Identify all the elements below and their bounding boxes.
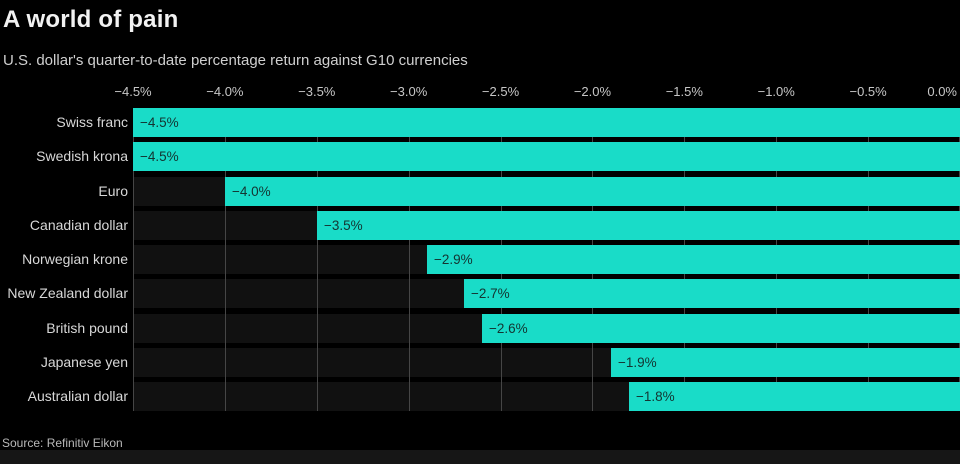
x-tick-label: −0.5%: [849, 84, 887, 99]
gridline: [317, 108, 318, 411]
bar-british-pound: −2.6%: [482, 314, 960, 343]
bar-value-label: −4.5%: [140, 115, 179, 130]
plot-area: −4.5% −4.5% −4.0% −3.5% −2.9% −2.7% −2.6% −1.9%…: [133, 108, 960, 411]
x-tick-label: −3.5%: [298, 84, 336, 99]
bar-australian-dollar: −1.8%: [629, 382, 960, 411]
bar-value-label: −1.8%: [636, 389, 675, 404]
bar-euro: −4.0%: [225, 177, 960, 206]
category-label: Swiss franc: [56, 114, 128, 130]
bar-new-zealand-dollar: −2.7%: [464, 279, 960, 308]
category-label: Swedish krona: [36, 148, 128, 164]
chart-subtitle: U.S. dollar's quarter-to-date percentage…: [3, 52, 468, 69]
bar-japanese-yen: −1.9%: [611, 348, 960, 377]
gridline: [133, 108, 134, 411]
bar-value-label: −1.9%: [618, 355, 657, 370]
bottom-strip: [0, 450, 960, 464]
gridline: [225, 108, 226, 411]
bar-swedish-krona: −4.5%: [133, 142, 960, 171]
x-axis: −4.5% −4.0% −3.5% −3.0% −2.5% −2.0% −1.5% −1.0%…: [0, 84, 960, 102]
bar-canadian-dollar: −3.5%: [317, 211, 960, 240]
x-tick-label: −2.5%: [481, 84, 520, 99]
bar-value-label: −4.5%: [140, 149, 179, 164]
x-tick-label: 0.0%: [927, 84, 957, 99]
bar-norwegian-krone: −2.9%: [427, 245, 960, 274]
bar-value-label: −2.9%: [434, 252, 473, 267]
category-label: British pound: [46, 320, 128, 336]
category-label: Canadian dollar: [29, 217, 128, 233]
bar-value-label: −2.7%: [471, 286, 510, 301]
x-tick-label: −4.0%: [206, 84, 244, 99]
x-tick-label: −2.0%: [573, 84, 612, 99]
bar-swiss-franc: −4.5%: [133, 108, 960, 137]
category-label: Australian dollar: [27, 388, 128, 404]
category-label: Norwegian krone: [22, 251, 128, 267]
y-axis-category-labels: Swiss franc Swedish krona Euro Canadian dol…: [0, 108, 128, 411]
gridline: [409, 108, 410, 411]
category-label: Japanese yen: [40, 354, 128, 370]
x-tick-label: −4.5%: [114, 84, 152, 99]
source-note: Source: Refinitiv Eikon: [2, 436, 123, 450]
bar-value-label: −4.0%: [232, 184, 271, 199]
x-tick-label: −1.5%: [665, 84, 703, 99]
x-tick-label: −1.0%: [757, 84, 795, 99]
bar-value-label: −3.5%: [324, 218, 363, 233]
x-tick-label: −3.0%: [390, 84, 428, 99]
category-label: New Zealand dollar: [7, 285, 128, 301]
category-label: Euro: [98, 183, 128, 199]
chart-title: A world of pain: [3, 6, 179, 33]
bar-value-label: −2.6%: [489, 321, 528, 336]
